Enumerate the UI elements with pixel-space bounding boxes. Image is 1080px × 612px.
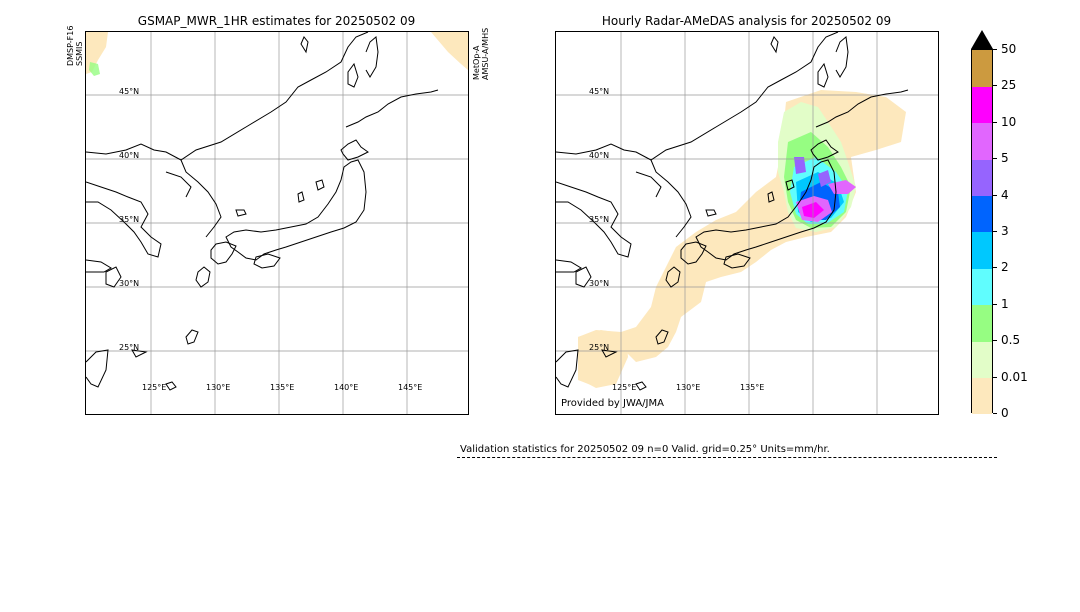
colorbar-tick-label: 4 — [1001, 187, 1009, 202]
colorbar-tick-mark — [993, 49, 997, 50]
lat-label: 35°N — [589, 215, 610, 224]
colorbar-segment — [972, 304, 992, 342]
colorbar-segment — [972, 377, 992, 415]
colorbar-tick-mark — [993, 121, 997, 123]
colorbar — [971, 49, 993, 415]
validation-stats: Validation statistics for 20250502 09 n=… — [460, 444, 830, 455]
right-coastlines — [556, 32, 909, 391]
left-map-canvas — [86, 32, 468, 414]
colorbar-tick-mark — [993, 231, 997, 232]
lon-label: 140°E — [334, 383, 359, 392]
lon-label: 130°E — [206, 383, 231, 392]
colorbar-tick-label: 10 — [1001, 114, 1017, 129]
precip-area-nw-green — [89, 62, 100, 76]
lon-label: 135°E — [740, 383, 765, 392]
right-map-title: Hourly Radar-AMeDAS analysis for 2025050… — [601, 14, 892, 28]
colorbar-tick-label: 50 — [1001, 42, 1017, 56]
precip-purple-1 — [794, 157, 806, 174]
right-gridlines — [556, 32, 938, 414]
left-map-title: GSMAP_MWR_1HR estimates for 20250502 09 — [137, 14, 416, 28]
precip-area-ne — [431, 32, 468, 70]
colorbar-tick-mark — [993, 303, 997, 305]
lon-label: 130°E — [676, 383, 701, 392]
lat-label: 30°N — [119, 279, 140, 288]
colorbar-tick-label: 0.01 — [1001, 369, 1028, 384]
colorbar-tick-label: 25 — [1001, 78, 1017, 93]
sensor-name-4: AMSU-A/MHS — [481, 27, 490, 80]
lat-label: 45°N — [589, 87, 610, 96]
radar-coverage-area — [578, 90, 906, 387]
data-credit: Provided by JWA/JMA — [561, 398, 664, 409]
colorbar-segment — [972, 86, 992, 124]
right-map-canvas — [556, 32, 938, 414]
colorbar-segment — [972, 122, 992, 160]
colorbar-segment — [972, 159, 992, 197]
stats-underline — [457, 457, 997, 458]
colorbar-segment — [972, 50, 992, 87]
lat-label: 45°N — [119, 87, 140, 96]
colorbar-tick-label: 1 — [1001, 296, 1009, 311]
lat-label: 35°N — [119, 215, 140, 224]
colorbar-tick-mark — [993, 158, 997, 160]
colorbar-segment — [972, 232, 992, 269]
right-sensor-label: MetOp-A AMSU-A/MHS — [472, 28, 490, 80]
colorbar-extend-arrow — [971, 30, 993, 49]
sensor-name-2: SSMIS — [75, 41, 84, 67]
colorbar-tick-mark — [993, 85, 997, 87]
colorbar-tick-mark — [993, 340, 997, 342]
lat-label: 40°N — [589, 151, 610, 160]
sensor-name-1: DMSP-F16 — [66, 25, 75, 66]
colorbar-tick-label: 0.5 — [1001, 333, 1021, 348]
colorbar-segment — [972, 341, 992, 379]
left-coastlines — [86, 32, 439, 391]
left-map: 45°N 40°N 35°N 30°N 25°N 125°E 130°E 135… — [85, 31, 469, 415]
colorbar-tick-mark — [993, 376, 997, 378]
lat-label: 25°N — [589, 343, 610, 352]
lat-label: 30°N — [589, 279, 610, 288]
left-gridlines — [86, 32, 468, 414]
lat-label: 40°N — [119, 151, 140, 160]
radar-coverage-south — [578, 330, 628, 388]
colorbar-segment — [972, 268, 992, 306]
lon-label: 125°E — [142, 383, 167, 392]
lon-label: 145°E — [398, 383, 423, 392]
lon-label: 135°E — [270, 383, 295, 392]
sensor-name-3: MetOp-A — [472, 45, 481, 80]
colorbar-tick-mark — [993, 413, 997, 414]
colorbar-tick-label: 3 — [1001, 224, 1009, 238]
left-sensor-label: DMSP-F16 SSMIS — [66, 26, 84, 66]
colorbar-segment — [972, 195, 992, 233]
lon-label: 125°E — [612, 383, 637, 392]
colorbar-tick-mark — [993, 267, 997, 269]
colorbar-tick-label: 2 — [1001, 260, 1009, 275]
precip-purple-2 — [818, 170, 831, 187]
lat-label: 25°N — [119, 343, 140, 352]
colorbar-tick-mark — [993, 194, 997, 196]
right-map: 45°N 40°N 35°N 30°N 25°N 125°E 130°E 135… — [555, 31, 939, 415]
colorbar-tick-label: 5 — [1001, 151, 1009, 166]
colorbar-tick-label: 0 — [1001, 406, 1009, 420]
